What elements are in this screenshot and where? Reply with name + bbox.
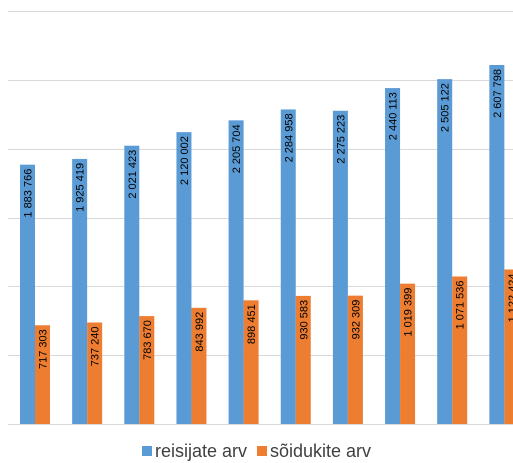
data-label-series-2-10: 1 122 424 — [507, 273, 513, 322]
bar-series-1-1 — [20, 164, 35, 425]
bar-series-1-6 — [280, 109, 296, 424]
bar-series-2-6 — [295, 295, 311, 424]
bar-series-2-4 — [191, 307, 207, 424]
bar-series-1-5 — [228, 120, 244, 424]
bar-series-1-9 — [437, 79, 453, 424]
bar-series-2-2 — [87, 322, 103, 424]
data-label-series-2-4: 843 992 — [194, 312, 206, 352]
bar-series-2-1 — [35, 325, 50, 424]
bar-series-2-8 — [400, 283, 416, 424]
legend-swatch-series-1 — [141, 446, 152, 456]
bar-series-1-2 — [72, 158, 88, 424]
data-label-series-1-8: 2 440 113 — [388, 92, 400, 140]
data-label-series-1-6: 2 284 958 — [283, 113, 295, 162]
data-label-series-2-1: 717 303 — [38, 329, 50, 369]
bar-series-2-10 — [504, 269, 513, 424]
bar-series-1-3 — [124, 145, 140, 424]
legend-label-series-2: sõidukite arv — [269, 441, 372, 461]
data-label-series-1-1: 1 883 766 — [23, 169, 35, 218]
legend-label-series-1: reisijate arv — [154, 441, 247, 461]
data-label-series-1-4: 2 120 002 — [179, 136, 191, 185]
bar-series-1-8 — [385, 88, 401, 424]
legend-swatch-series-2 — [256, 446, 267, 456]
bars — [20, 64, 513, 425]
bar-series-2-5 — [243, 300, 259, 424]
data-label-series-1-3: 2 021 423 — [127, 150, 139, 199]
bar-series-2-3 — [139, 316, 155, 424]
data-label-series-1-7: 2 275 223 — [335, 115, 347, 164]
bar-series-2-7 — [347, 295, 363, 424]
data-label-series-2-5: 898 451 — [246, 304, 258, 344]
bar-series-1-4 — [176, 132, 192, 424]
data-label-series-2-9: 1 071 536 — [455, 280, 467, 329]
legend-item-series-1: reisijate arv — [141, 440, 247, 462]
bar-series-2-9 — [452, 276, 468, 424]
data-label-series-1-10: 2 607 798 — [492, 69, 504, 118]
data-label-series-1-5: 2 205 704 — [231, 124, 243, 173]
legend-item-series-2: sõidukite arv — [256, 440, 372, 462]
data-label-series-1-9: 2 505 122 — [440, 83, 452, 132]
legend: reisijate arv sõidukite arv — [0, 440, 513, 462]
data-label-series-2-6: 930 583 — [298, 300, 310, 340]
bar-series-1-7 — [332, 110, 348, 424]
data-label-series-2-3: 783 670 — [142, 320, 154, 360]
bar-series-1-10 — [489, 64, 505, 425]
data-labels: 1 883 766 1 925 419 2 021 423 2 120 002 2 20… — [23, 69, 513, 369]
data-label-series-1-2: 1 925 419 — [75, 163, 87, 212]
data-label-series-2-8: 1 019 399 — [403, 288, 415, 337]
data-label-series-2-2: 737 240 — [90, 327, 102, 367]
data-label-series-2-7: 932 309 — [350, 300, 362, 340]
